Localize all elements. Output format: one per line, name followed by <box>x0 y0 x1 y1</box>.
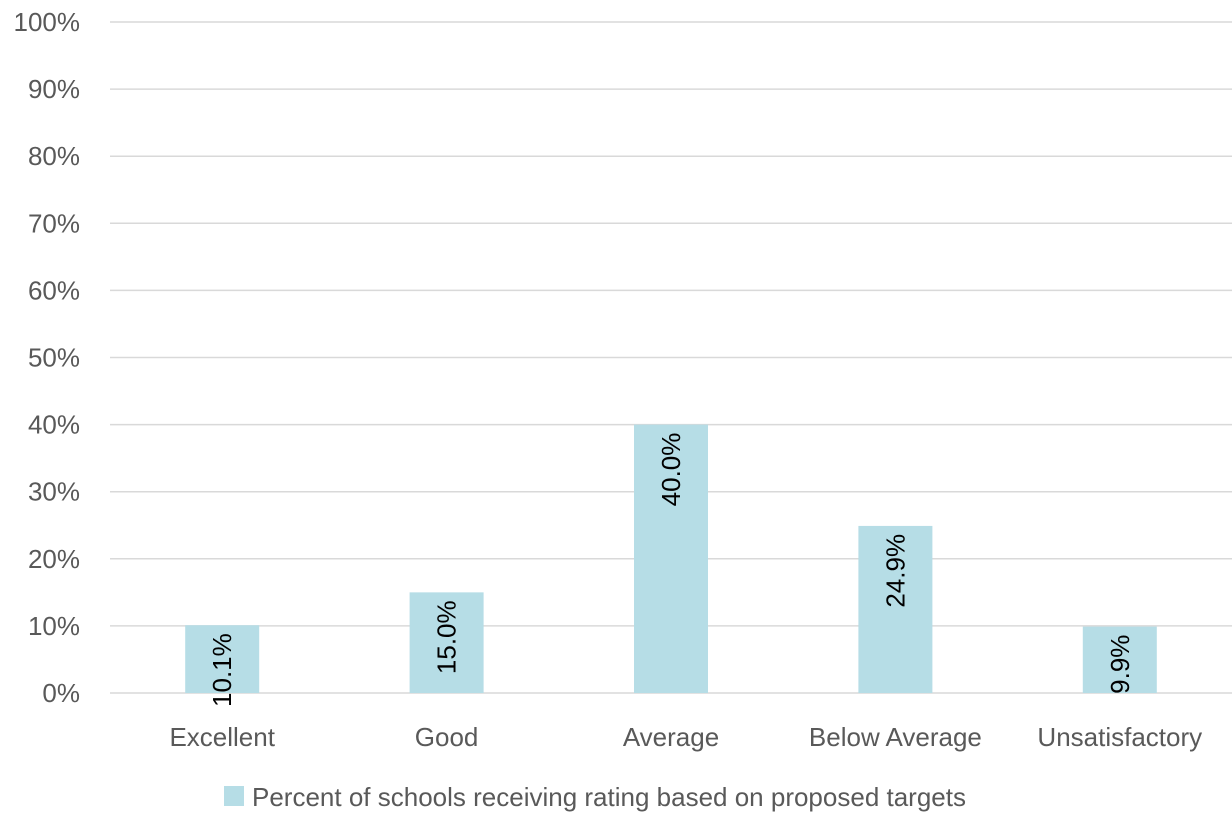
bar-unsatisfactory <box>1082 626 1157 693</box>
bar-excellent <box>185 625 260 693</box>
y-tick-label: 100% <box>14 7 81 37</box>
bar-below-average <box>858 525 933 693</box>
bar-average <box>634 424 708 693</box>
y-axis-tick-labels: 0% 10% 20% 30% 40% 50% 60% 70% 80% 90% 100% <box>14 7 81 708</box>
data-labels: 10.1% 15.0% 40.0% 24.9% 9.9% <box>207 433 1135 707</box>
y-tick-label: 60% <box>28 275 80 305</box>
x-tick-label: Average <box>623 722 719 752</box>
y-tick-label: 80% <box>28 141 80 171</box>
x-axis-tick-labels: Excellent Good Average Below Average Unsatis… <box>169 722 1202 752</box>
legend: Percent of schools receiving rating base… <box>224 782 966 812</box>
y-tick-label: 90% <box>28 74 80 104</box>
x-tick-label: Good <box>415 722 479 752</box>
y-tick-label: 10% <box>28 611 80 641</box>
y-tick-label: 40% <box>28 410 80 440</box>
data-label: 15.0% <box>432 600 462 674</box>
legend-label: Percent of schools receiving rating base… <box>252 782 966 812</box>
x-tick-label: Excellent <box>169 722 275 752</box>
x-tick-label: Unsatisfactory <box>1037 722 1202 752</box>
y-tick-label: 50% <box>28 343 80 373</box>
data-label: 10.1% <box>207 633 237 707</box>
legend-swatch <box>224 786 244 806</box>
data-label: 40.0% <box>656 433 686 507</box>
x-tick-label: Below Average <box>809 722 982 752</box>
bars <box>185 424 1157 693</box>
data-label: 24.9% <box>880 534 910 608</box>
data-label: 9.9% <box>1105 635 1135 694</box>
y-tick-label: 70% <box>28 208 80 238</box>
y-tick-label: 20% <box>28 544 80 574</box>
y-tick-label: 30% <box>28 477 80 507</box>
y-tick-label: 0% <box>42 678 80 708</box>
bar-good <box>409 592 484 693</box>
